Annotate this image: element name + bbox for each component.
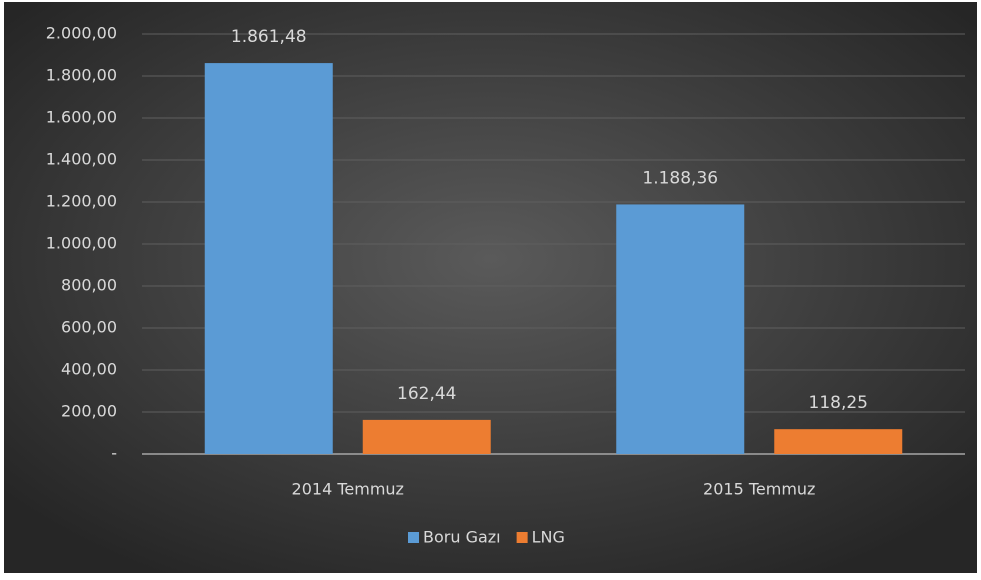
y-tick-label: - (111, 444, 117, 463)
legend-swatch (408, 532, 419, 543)
legend-swatch (516, 532, 528, 543)
legend-label: LNG (532, 528, 565, 547)
y-tick-label: 600,00 (61, 318, 117, 337)
value-label: 162,44 (397, 384, 456, 404)
y-tick-label: 1.200,00 (46, 192, 117, 211)
value-label: 1.861,48 (231, 27, 307, 47)
y-tick-label: 2.000,00 (46, 24, 117, 43)
y-tick-label: 1.400,00 (46, 150, 117, 169)
bar (362, 419, 491, 454)
value-label: 118,25 (809, 393, 868, 413)
x-tick-label: 2015 Temmuz (703, 480, 815, 499)
y-tick-label: 1.800,00 (46, 66, 117, 85)
x-tick-label: 2014 Temmuz (292, 480, 404, 499)
bar (204, 63, 333, 454)
y-tick-label: 200,00 (61, 402, 117, 421)
legend-label: Boru Gazı (423, 528, 501, 547)
value-label: 1.188,36 (642, 168, 718, 188)
y-tick-label: 400,00 (61, 360, 117, 379)
y-tick-label: 800,00 (61, 276, 117, 295)
bar (774, 429, 903, 454)
y-tick-label: 1.600,00 (46, 108, 117, 127)
bar (616, 204, 745, 454)
y-tick-label: 1.000,00 (46, 234, 117, 253)
chart-background (4, 2, 977, 573)
